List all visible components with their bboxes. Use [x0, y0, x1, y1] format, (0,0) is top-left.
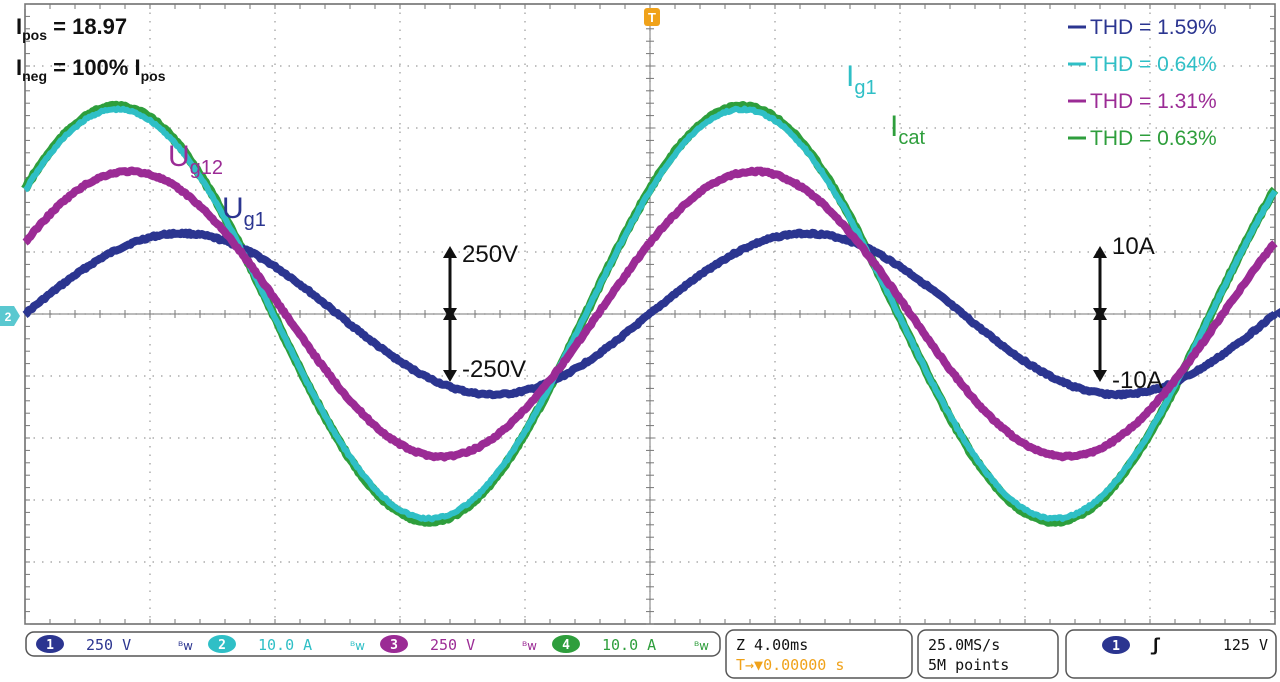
acquisition-box[interactable]: 25.0MS/s 5M points	[917, 629, 1059, 679]
svg-text:4: 4	[562, 638, 570, 653]
svg-text:1: 1	[1112, 639, 1120, 654]
svg-text:125 V: 125 V	[1223, 636, 1268, 654]
svg-text:250 V: 250 V	[86, 636, 131, 654]
svg-text:10.0 A: 10.0 A	[258, 636, 312, 654]
label-ug12: Ug12	[168, 140, 223, 179]
trace-u-g12	[22, 166, 1278, 462]
svg-text:10A: 10A	[1112, 233, 1155, 260]
bandwidth-limit-icon: ᴮw	[522, 639, 537, 653]
bandwidth-limit-icon: ᴮw	[178, 639, 193, 653]
svg-text:Ineg = 100% Ipos: Ineg = 100% Ipos	[16, 55, 166, 84]
status-bar: 1 250 V ᴮw 2 10.0 A ᴮw 3 250 V ᴮw 4 10.0 A ᴮw Z 4.0…	[0, 626, 1280, 682]
svg-text:2: 2	[218, 638, 226, 653]
label-ug1: Ug1	[222, 192, 266, 231]
channel2-ground-marker[interactable]: 2	[0, 306, 20, 326]
svg-text:5M points: 5M points	[928, 656, 1009, 674]
legend-entry: THD = 0.63%	[1090, 127, 1217, 150]
channel-1-setting[interactable]: 1 250 V ᴮw	[36, 635, 193, 654]
svg-text:250V: 250V	[462, 241, 518, 268]
svg-text:2: 2	[5, 310, 12, 324]
current-scale-arrows	[1093, 246, 1107, 382]
offscreen-arrow-icon	[1272, 308, 1280, 318]
svg-text:-10A: -10A	[1112, 367, 1163, 394]
svg-text:T→▼0.00000 s: T→▼0.00000 s	[736, 656, 844, 674]
svg-text:250 V: 250 V	[430, 636, 475, 654]
trigger-box[interactable]: 1 ʃ 125 V	[1065, 629, 1277, 679]
trigger-position-marker[interactable]: T	[644, 8, 660, 26]
svg-text:-250V: -250V	[462, 356, 526, 383]
graticule-grid	[24, 3, 1276, 625]
label-icat: Icat	[890, 110, 925, 149]
svg-text:Z 4.00ms: Z 4.00ms	[736, 636, 808, 654]
voltage-scale-arrows	[443, 246, 457, 382]
scale-labels: 250V -250V 10A -10A	[462, 233, 1163, 394]
channel-2-setting[interactable]: 2 10.0 A ᴮw	[208, 635, 365, 654]
svg-text:T: T	[648, 10, 656, 25]
svg-text:1: 1	[46, 638, 54, 653]
legend-entry: THD = 1.31%	[1090, 90, 1217, 113]
channel-4-setting[interactable]: 4 10.0 A ᴮw	[552, 635, 709, 654]
bandwidth-limit-icon: ᴮw	[350, 639, 365, 653]
thd-legend: THD = 1.59% THD = 0.64% THD = 1.31% THD = 0…	[1068, 16, 1217, 150]
channel-3-setting[interactable]: 3 250 V ᴮw	[380, 635, 537, 654]
svg-text:3: 3	[390, 638, 398, 653]
legend-entry: THD = 1.59%	[1090, 16, 1217, 39]
svg-text:ʃ: ʃ	[1150, 635, 1161, 656]
waveform-traces	[21, 100, 1279, 527]
bandwidth-limit-icon: ᴮw	[694, 639, 709, 653]
trace-labels: Ug12 Ug1 Ig1 Icat	[168, 60, 925, 231]
trace-i-g1	[23, 105, 1278, 523]
label-ig1: Ig1	[846, 60, 877, 99]
current-annotation: Ipos = 18.97 Ineg = 100% Ipos	[16, 14, 166, 84]
svg-text:Ipos = 18.97: Ipos = 18.97	[16, 14, 127, 43]
timebase-box[interactable]: Z 4.00ms T→▼0.00000 s	[725, 629, 913, 679]
legend-entry: THD = 0.64%	[1090, 53, 1217, 76]
svg-text:25.0MS/s: 25.0MS/s	[928, 636, 1000, 654]
svg-text:10.0 A: 10.0 A	[602, 636, 656, 654]
